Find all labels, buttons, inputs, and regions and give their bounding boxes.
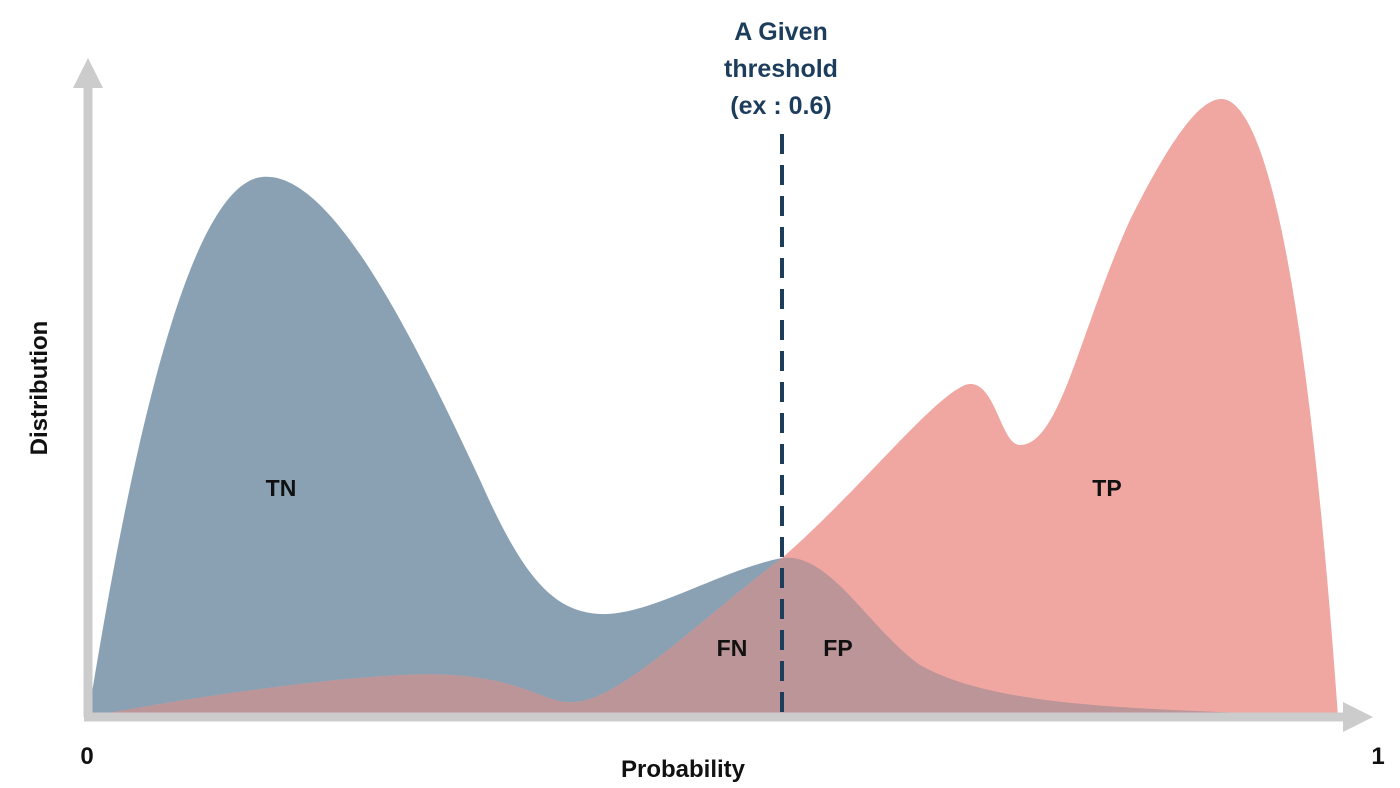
threshold-caption-line-1: A Given [734,18,828,46]
threshold-caption-line-3: (ex : 0.6) [730,92,831,120]
y-axis-arrow [73,58,103,88]
region-label-tp: TP [1092,475,1121,501]
region-label-fn: FN [717,635,748,661]
region-label-tn: TN [266,475,297,501]
region-label-fp: FP [823,635,852,661]
y-axis-title: Distribution [26,321,53,456]
x-axis-title: Probability [621,756,746,783]
threshold-caption-line-2: threshold [724,55,838,83]
x-axis-arrow [1343,702,1373,732]
negative-distribution-curve [88,176,1338,717]
x-axis-max-label: 1 [1371,743,1384,770]
positive-distribution-curve [88,98,1338,718]
x-axis-min-label: 0 [80,743,93,770]
